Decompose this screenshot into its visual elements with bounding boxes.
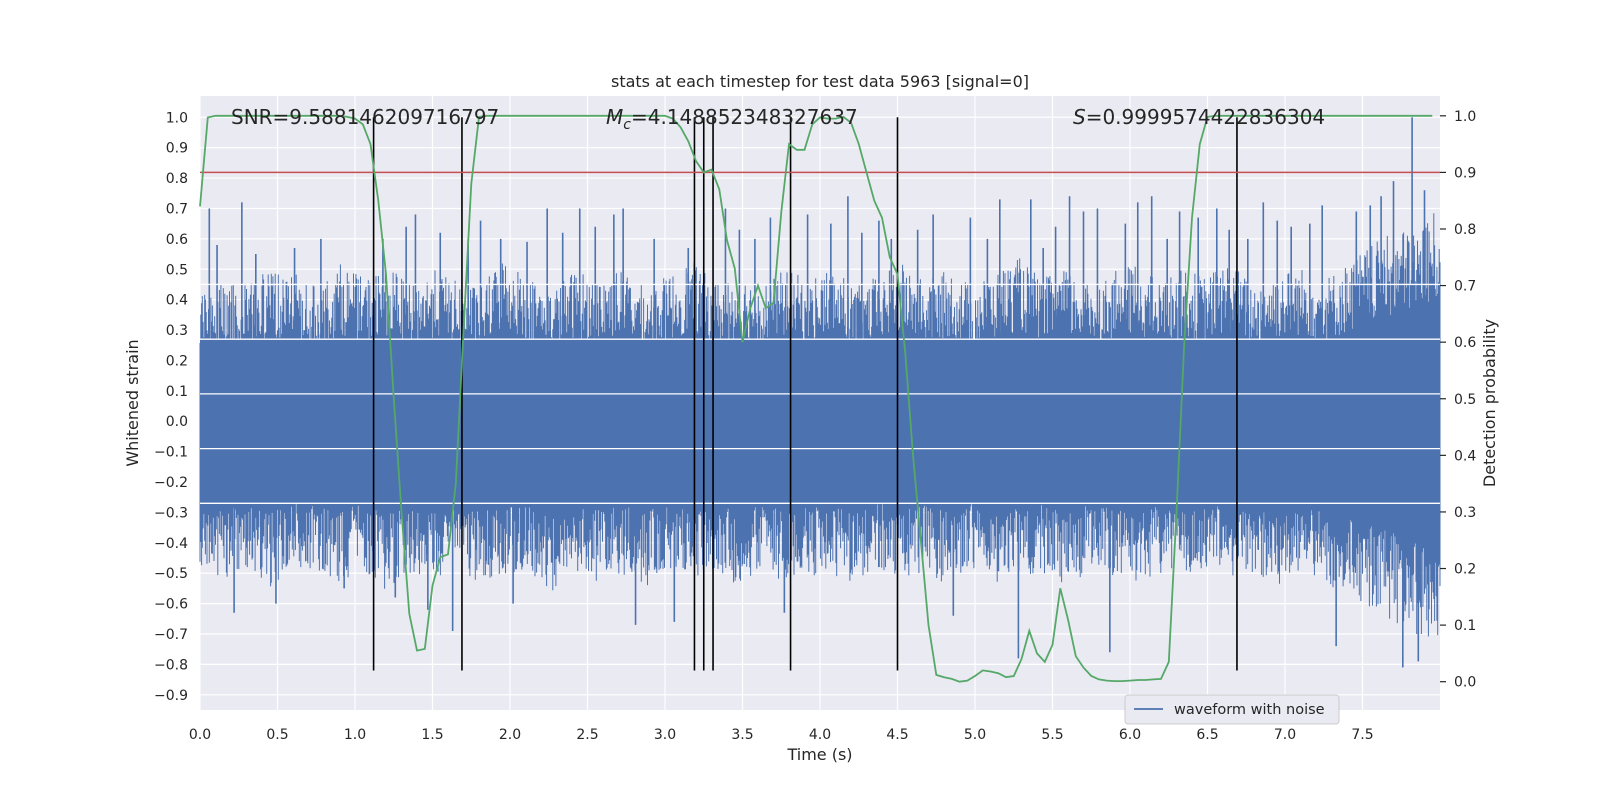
x-tick-15: 7.5: [1351, 727, 1373, 743]
y2-tick-3: 0.7: [1454, 279, 1476, 295]
statistic-value: =0.9999574422836304: [1086, 105, 1325, 129]
legend-box: [1124, 694, 1340, 725]
x-tick-14: 7.0: [1274, 727, 1296, 743]
y2-tick-4: 0.6: [1454, 335, 1476, 351]
y-tick-19: −0.9: [154, 688, 188, 704]
waveform-core-band: [200, 339, 1440, 504]
x-tick-6: 3.0: [654, 727, 676, 743]
y-tick-5: 0.5: [166, 262, 188, 278]
y-tick-15: −0.5: [154, 566, 188, 582]
vertical-markers: [372, 117, 1238, 671]
x-tick-11: 5.5: [1041, 727, 1063, 743]
y-tick-3: 0.7: [166, 201, 188, 217]
chirp-mass-value: =4.148852348327637: [631, 105, 858, 129]
y-tick-1: 0.9: [166, 141, 188, 157]
y2-tick-1: 0.9: [1454, 165, 1476, 181]
chirp-mass-annotation: Mc=4.148852348327637: [606, 105, 858, 133]
y-axis-label: Whitened strain: [123, 339, 142, 466]
y-tick-labels: 1.0 0.9 0.8 0.7 0.6 0.5 0.4 0.3 0.2 0.1 0.0 −0.1 −0.…: [154, 110, 188, 704]
y2-tick-0: 1.0: [1454, 109, 1476, 125]
y-tick-7: 0.3: [166, 323, 188, 339]
x-tick-2: 1.0: [344, 727, 366, 743]
y2-tick-8: 0.2: [1454, 562, 1476, 578]
legend: waveform with noise: [1124, 694, 1340, 725]
y2-tick-9: 0.1: [1454, 618, 1476, 634]
x-tick-12: 6.0: [1119, 727, 1141, 743]
x-tick-10: 5.0: [964, 727, 986, 743]
y-tick-18: −0.8: [154, 657, 188, 673]
y2-tick-2: 0.8: [1454, 222, 1476, 238]
y-tick-0: 1.0: [166, 110, 188, 126]
y-tick-13: −0.3: [154, 505, 188, 521]
y-tick-9: 0.1: [166, 384, 188, 400]
x-tick-8: 4.0: [809, 727, 831, 743]
y-tick-12: −0.2: [154, 475, 188, 491]
chirp-mass-subscript: c: [623, 117, 631, 133]
x-tick-4: 2.0: [499, 727, 521, 743]
y-tick-8: 0.2: [166, 353, 188, 369]
chart-title: stats at each timestep for test data 596…: [611, 72, 1029, 91]
x-tick-5: 2.5: [576, 727, 598, 743]
statistic-annotation: S=0.9999574422836304: [1073, 105, 1325, 129]
y2-tick-5: 0.5: [1454, 392, 1476, 408]
probability-line: [199, 114, 1433, 683]
y-tick-14: −0.4: [154, 536, 188, 552]
legend-label: waveform with noise: [1174, 702, 1325, 718]
y-tick-6: 0.4: [166, 293, 188, 309]
x-tick-1: 0.5: [266, 727, 288, 743]
y-tick-10: 0.0: [166, 414, 188, 430]
y-tick-2: 0.8: [166, 171, 188, 187]
y2-tick-labels: 1.0 0.9 0.8 0.7 0.6 0.5 0.4 0.3 0.2 0.1 0.0: [1440, 109, 1476, 691]
waveform-series: [199, 117, 1441, 668]
y-tick-11: −0.1: [154, 445, 188, 461]
chirp-mass-symbol: M: [606, 105, 623, 129]
probability-series: [199, 114, 1433, 683]
y-tick-17: −0.7: [154, 627, 188, 643]
x-tick-labels: 0.0 0.5 1.0 1.5 2.0 2.5 3.0 3.5 4.0 4.5 5.0 5.5 6.0 6…: [189, 727, 1374, 743]
x-tick-13: 6.5: [1196, 727, 1218, 743]
x-tick-0: 0.0: [189, 727, 211, 743]
y-tick-16: −0.6: [154, 597, 188, 613]
y2-axis-label: Detection probability: [1480, 319, 1499, 487]
statistic-symbol: S: [1073, 105, 1086, 129]
x-tick-9: 4.5: [886, 727, 908, 743]
y2-tick-6: 0.4: [1454, 448, 1476, 464]
y2-tick-7: 0.3: [1454, 505, 1476, 521]
y2-tick-10: 0.0: [1454, 675, 1476, 691]
snr-annotation: SNR=9.588146209716797: [231, 105, 499, 129]
x-tick-7: 3.5: [731, 727, 753, 743]
x-axis-label: Time (s): [786, 745, 852, 764]
x-tick-3: 1.5: [421, 727, 443, 743]
y-tick-4: 0.6: [166, 232, 188, 248]
